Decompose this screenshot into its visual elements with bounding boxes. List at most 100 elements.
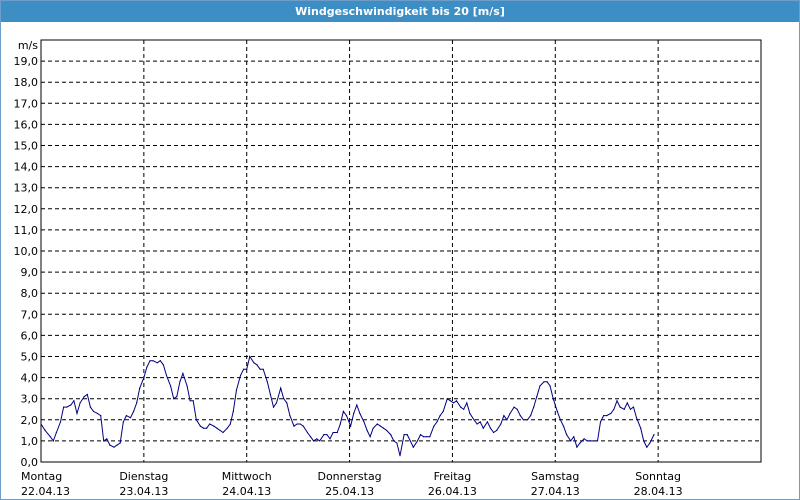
data-point	[522, 419, 525, 421]
y-tick-label: 0,0	[21, 456, 39, 469]
data-point	[646, 446, 648, 448]
data-point	[382, 427, 385, 429]
data-point	[345, 415, 348, 417]
data-point	[406, 434, 408, 436]
data-point	[59, 421, 62, 423]
data-point	[416, 440, 419, 442]
data-point	[393, 440, 395, 442]
data-point	[119, 442, 121, 444]
data-point	[503, 415, 505, 417]
data-point	[613, 408, 615, 410]
data-point	[635, 417, 638, 419]
data-point	[339, 423, 341, 425]
y-tick-label: 3,0	[21, 393, 39, 406]
data-point	[536, 396, 538, 398]
data-point	[546, 381, 548, 383]
x-tick-day-label: Donnerstag	[317, 470, 381, 483]
data-point	[592, 440, 594, 442]
data-point	[329, 438, 331, 440]
data-point	[125, 415, 127, 417]
data-point	[176, 396, 178, 398]
x-tick-day-label: Samstag	[531, 470, 579, 483]
data-point	[40, 423, 42, 425]
data-point	[63, 406, 65, 408]
data-point	[243, 368, 245, 370]
chart-title: Windgeschwindigkeit bis 20 [m/s]	[1, 1, 799, 22]
data-point	[469, 412, 471, 415]
data-point	[519, 415, 521, 417]
y-tick-label: 8,0	[21, 287, 39, 300]
y-tick-label: 5,0	[21, 351, 39, 364]
data-point	[466, 402, 468, 404]
data-point	[640, 427, 642, 429]
data-point	[426, 436, 428, 438]
x-tick-date-label: 26.04.13	[428, 485, 477, 498]
y-tick-label: 14,0	[14, 161, 39, 174]
data-point	[552, 398, 554, 400]
data-point	[596, 440, 599, 442]
data-point	[603, 415, 605, 417]
data-point	[162, 364, 164, 366]
data-point	[219, 429, 221, 431]
x-tick-day-label: Montag	[21, 470, 62, 483]
data-point	[55, 431, 58, 434]
data-point	[262, 368, 264, 370]
data-point	[136, 402, 138, 404]
data-point	[332, 431, 334, 434]
data-point	[482, 427, 484, 429]
data-point	[103, 440, 105, 442]
data-point	[366, 429, 368, 431]
data-point	[97, 412, 99, 415]
data-point	[460, 406, 462, 408]
x-axis-ticks: Montag 22.04.13 Dienstag 23.04.13 Mittwoch 24…	[21, 470, 683, 498]
data-point	[439, 415, 441, 417]
data-point	[533, 406, 535, 408]
y-axis-ticks: 0,0 1,0 2,0 3,0 4,0 5,0 6,0 7,0 8,0 9,0 10,0 11,0 12…	[14, 55, 39, 469]
x-tick-date-label: 23.04.13	[119, 485, 168, 498]
data-point	[403, 434, 405, 436]
data-point	[286, 402, 288, 404]
data-point	[283, 398, 285, 400]
data-point	[433, 425, 435, 427]
data-point	[573, 436, 575, 438]
data-point	[539, 385, 541, 387]
data-point	[579, 442, 581, 444]
data-point	[506, 419, 508, 421]
x-tick-day-label: Sonntag	[635, 470, 681, 483]
data-point	[70, 404, 72, 406]
data-point	[239, 374, 242, 377]
data-point	[543, 381, 545, 383]
data-point	[192, 400, 194, 402]
data-point	[489, 427, 492, 429]
data-point	[323, 434, 325, 436]
data-point	[396, 442, 398, 444]
data-point	[129, 417, 132, 419]
data-point	[643, 440, 645, 442]
data-point	[516, 408, 518, 410]
data-point	[289, 415, 291, 417]
data-point	[423, 436, 425, 438]
data-point	[436, 421, 438, 423]
data-point	[133, 410, 135, 412]
data-point	[49, 436, 51, 438]
data-point	[452, 402, 455, 404]
data-point	[259, 368, 261, 370]
data-point	[306, 431, 308, 434]
data-point	[113, 446, 115, 448]
y-tick-label: 16,0	[14, 118, 39, 131]
y-tick-label: 12,0	[14, 203, 39, 216]
data-point	[86, 393, 88, 396]
data-point	[173, 398, 175, 400]
data-point	[455, 400, 458, 402]
wind-speed-points	[40, 355, 655, 457]
y-tick-label: 4,0	[21, 372, 39, 385]
data-point	[649, 442, 651, 444]
data-point	[146, 366, 148, 368]
data-point	[449, 400, 451, 402]
data-point	[249, 355, 251, 358]
data-point	[616, 400, 618, 402]
data-point	[350, 425, 352, 427]
data-point	[619, 406, 621, 408]
data-point	[266, 381, 268, 383]
